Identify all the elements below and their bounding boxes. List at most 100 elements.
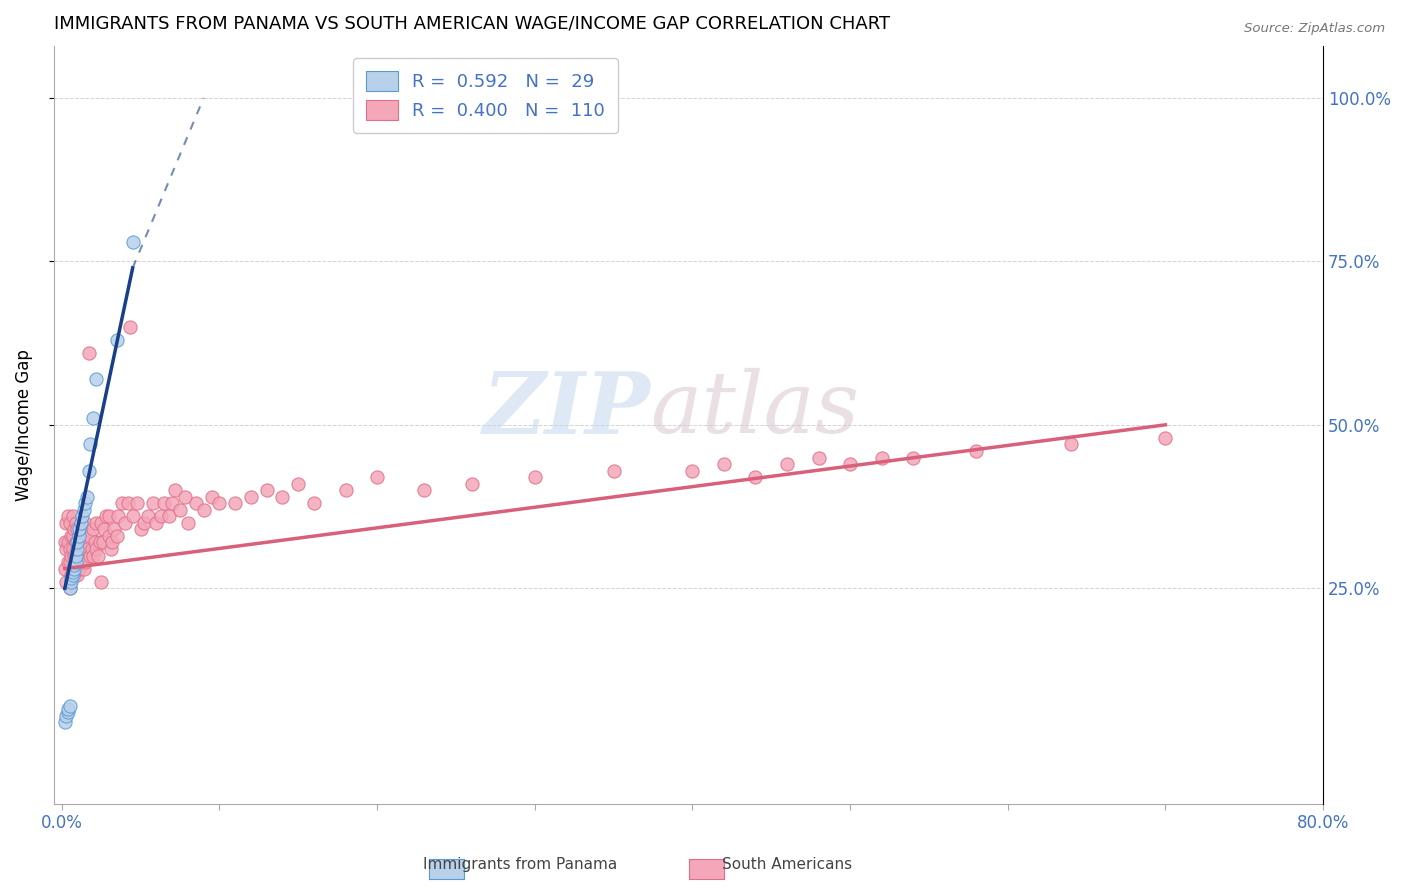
Point: [118, 319, 141, 334]
Point: [66, 568, 89, 582]
Point: [129, 523, 152, 537]
Point: [75, 535, 97, 549]
Point: [523, 470, 546, 484]
Point: [121, 235, 143, 249]
Point: [55, 516, 77, 530]
Point: [100, 542, 122, 557]
Point: [86, 372, 108, 386]
Point: [63, 549, 86, 563]
Point: [73, 503, 96, 517]
Point: [713, 457, 735, 471]
Point: [744, 470, 766, 484]
Point: [111, 496, 134, 510]
Point: [70, 529, 93, 543]
Point: [66, 535, 89, 549]
Point: [67, 529, 90, 543]
Point: [239, 490, 262, 504]
Point: [59, 581, 82, 595]
Point: [1060, 437, 1083, 451]
Point: [413, 483, 436, 498]
Point: [82, 523, 104, 537]
Text: Source: ZipAtlas.com: Source: ZipAtlas.com: [1244, 22, 1385, 36]
Text: IMMIGRANTS FROM PANAMA VS SOUTH AMERICAN WAGE/INCOME GAP CORRELATION CHART: IMMIGRANTS FROM PANAMA VS SOUTH AMERICAN…: [53, 15, 890, 33]
Point: [55, 708, 77, 723]
Point: [70, 509, 93, 524]
Point: [366, 470, 388, 484]
Point: [80, 542, 103, 557]
Point: [63, 561, 86, 575]
Point: [177, 516, 200, 530]
Point: [224, 496, 246, 510]
Point: [82, 411, 104, 425]
Point: [62, 509, 84, 524]
Point: [93, 523, 115, 537]
Point: [90, 574, 112, 589]
Point: [776, 457, 799, 471]
Point: [142, 496, 165, 510]
Point: [56, 555, 79, 569]
Point: [169, 503, 191, 517]
Point: [60, 568, 83, 582]
Point: [63, 523, 86, 537]
Text: atlas: atlas: [651, 368, 859, 451]
Point: [66, 523, 89, 537]
Point: [62, 542, 84, 557]
Point: [79, 437, 101, 451]
Point: [62, 565, 84, 579]
Point: [157, 509, 180, 524]
Point: [69, 555, 91, 569]
Text: ZIP: ZIP: [482, 368, 651, 451]
Point: [965, 444, 987, 458]
Y-axis label: Wage/Income Gap: Wage/Income Gap: [15, 349, 32, 500]
Point: [69, 516, 91, 530]
Point: [153, 496, 176, 510]
Point: [63, 558, 86, 573]
Point: [56, 702, 79, 716]
Point: [75, 555, 97, 569]
Point: [86, 516, 108, 530]
Point: [73, 561, 96, 575]
Point: [681, 464, 703, 478]
Point: [65, 549, 87, 563]
Point: [69, 542, 91, 557]
Point: [208, 496, 231, 510]
Point: [53, 561, 76, 575]
Point: [145, 516, 167, 530]
Point: [127, 496, 149, 510]
Point: [56, 706, 79, 720]
Point: [193, 503, 215, 517]
Point: [60, 549, 83, 563]
Point: [302, 496, 325, 510]
Point: [60, 529, 83, 543]
Point: [77, 346, 100, 360]
Point: [62, 561, 84, 575]
Point: [83, 535, 105, 549]
Point: [60, 574, 83, 589]
Point: [65, 535, 87, 549]
Point: [53, 715, 76, 730]
Point: [132, 516, 155, 530]
Point: [807, 450, 830, 465]
Text: Immigrants from Panama: Immigrants from Panama: [423, 857, 617, 872]
Point: [138, 509, 160, 524]
Point: [114, 516, 136, 530]
Point: [65, 561, 87, 575]
Point: [76, 542, 98, 557]
Point: [59, 555, 82, 569]
Point: [75, 516, 97, 530]
Point: [59, 542, 82, 557]
Point: [59, 581, 82, 595]
Point: [117, 496, 139, 510]
Point: [65, 516, 87, 530]
Point: [287, 476, 309, 491]
Point: [98, 509, 121, 524]
Point: [62, 529, 84, 543]
Point: [87, 549, 110, 563]
Point: [66, 542, 89, 557]
Point: [63, 568, 86, 582]
Point: [69, 516, 91, 530]
Point: [67, 561, 90, 575]
Point: [160, 496, 183, 510]
Point: [184, 496, 207, 510]
Point: [870, 450, 893, 465]
